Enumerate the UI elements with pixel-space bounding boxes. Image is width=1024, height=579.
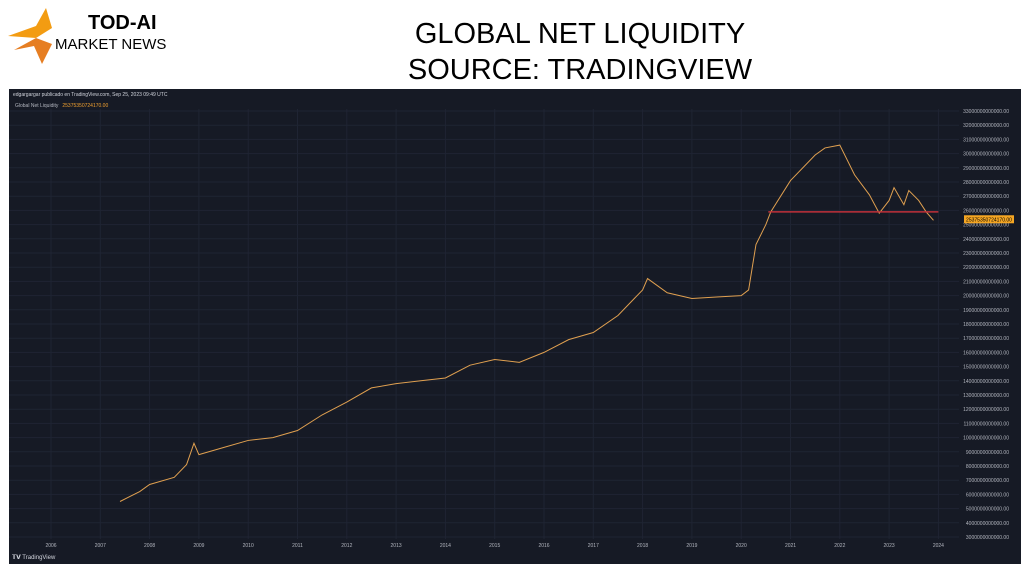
chart-panel: 2006 2007 2008 2009 2010 2011 2012 2013 2014 2015… (9, 89, 1021, 564)
y-tick-label: 11000000000000.00 (963, 421, 1009, 427)
y-tick-label: 7000000000000.00 (966, 478, 1009, 484)
x-tick-label: 2010 (243, 543, 254, 549)
x-tick-label: 2017 (588, 543, 599, 549)
y-tick-label: 23000000000000.00 (963, 251, 1009, 257)
x-tick-label: 2009 (193, 543, 204, 549)
x-tick-label: 2020 (736, 543, 747, 549)
y-tick-label: 12000000000000.00 (963, 407, 1009, 413)
y-tick-label: 5000000000000.00 (966, 507, 1009, 513)
tradingview-footer: 𝗧𝗩 TradingView (12, 554, 55, 561)
y-tick-label: 24000000000000.00 (963, 237, 1009, 243)
y-tick-label: 25000000000000.00 (963, 223, 1009, 229)
y-tick-label: 32000000000000.00 (963, 123, 1009, 129)
brand-subtitle: MARKET NEWS (55, 36, 167, 53)
arrows-logo-icon (8, 8, 52, 64)
x-tick-label: 2022 (834, 543, 845, 549)
y-tick-label: 19000000000000.00 (963, 308, 1009, 314)
y-tick-label: 30000000000000.00 (963, 152, 1009, 158)
page-subtitle: SOURCE: TRADINGVIEW (407, 54, 753, 86)
x-tick-label: 2012 (341, 543, 352, 549)
footer-text: TradingView (22, 555, 56, 561)
y-tick-label: 6000000000000.00 (966, 492, 1009, 498)
x-tick-label: 2021 (785, 543, 796, 549)
y-tick-label: 13000000000000.00 (963, 393, 1009, 399)
y-tick-label: 21000000000000.00 (963, 279, 1009, 285)
legend-value: 25375350724170.00 (62, 103, 109, 109)
x-tick-label: 2024 (933, 543, 944, 549)
y-tick-label: 3000000000000.00 (966, 535, 1009, 541)
y-tick-label: 14000000000000.00 (963, 379, 1009, 385)
x-tick-label: 2011 (292, 543, 303, 549)
y-tick-label: 20000000000000.00 (963, 294, 1009, 300)
page-title: GLOBAL NET LIQUIDITY (414, 18, 746, 50)
chart-header: edgargargar publicado en TradingView.com… (13, 92, 168, 98)
x-tick-label: 2007 (95, 543, 106, 549)
y-tick-label: 31000000000000.00 (963, 137, 1009, 143)
x-tick-label: 2014 (440, 543, 451, 549)
x-tick-label: 2006 (45, 543, 56, 549)
y-tick-label: 15000000000000.00 (963, 365, 1009, 371)
x-tick-label: 2023 (884, 543, 895, 549)
x-tick-label: 2008 (144, 543, 155, 549)
line-chart: 2006 2007 2008 2009 2010 2011 2012 2013 2014 2015… (9, 109, 1014, 549)
x-tick-label: 2015 (489, 543, 500, 549)
y-tick-label: 16000000000000.00 (963, 350, 1009, 356)
brand-name: TOD-AI (88, 12, 157, 34)
liquidity-line (119, 144, 934, 502)
logo (6, 6, 186, 66)
y-tick-label: 18000000000000.00 (963, 322, 1009, 328)
y-tick-label: 17000000000000.00 (963, 336, 1009, 342)
y-tick-label: 27000000000000.00 (963, 194, 1009, 200)
y-tick-label: 33000000000000.00 (963, 109, 1009, 115)
y-tick-label: 4000000000000.00 (966, 521, 1009, 527)
tradingview-logo-icon: 𝗧𝗩 (12, 555, 23, 561)
y-tick-label: 26000000000000.00 (963, 208, 1009, 214)
y-tick-label: 22000000000000.00 (963, 265, 1009, 271)
x-tick-label: 2016 (538, 543, 549, 549)
legend: Global Net Liquidity 25375350724170.00 (15, 103, 108, 109)
x-tick-label: 2018 (637, 543, 648, 549)
y-tick-label: 28000000000000.00 (963, 180, 1009, 186)
y-tick-label: 29000000000000.00 (963, 166, 1009, 172)
x-tick-label: 2013 (391, 543, 402, 549)
y-tick-label: 9000000000000.00 (966, 450, 1009, 456)
y-tick-label: 8000000000000.00 (966, 464, 1009, 470)
y-tick-label: 10000000000000.00 (963, 436, 1009, 442)
x-tick-label: 2019 (686, 543, 697, 549)
legend-name: Global Net Liquidity (15, 103, 59, 109)
price-label-box (964, 215, 1014, 224)
price-label: 25375350724170.00 (966, 217, 1012, 223)
